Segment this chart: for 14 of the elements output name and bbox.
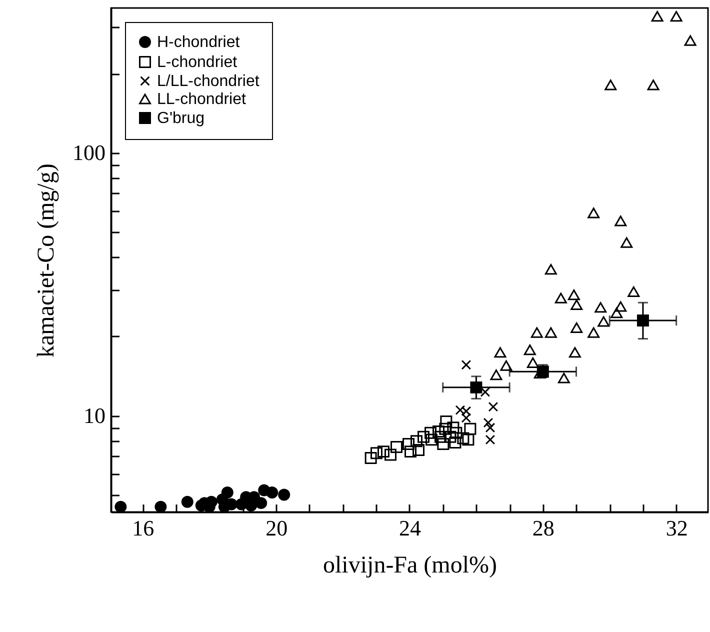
x-tick-label: 24 — [399, 516, 421, 540]
legend-label: L-chondriet — [157, 54, 238, 71]
y-axis-title: kamaciet-Co (mg/g) — [34, 164, 60, 358]
x-tick-label: 20 — [266, 516, 288, 540]
x-tick-label: 16 — [132, 516, 154, 540]
x-tick-label: 32 — [666, 516, 688, 540]
y-tick-label: 100 — [72, 140, 106, 166]
legend-label: L/LL-chondriet — [157, 73, 260, 90]
y-tick-label: 10 — [84, 403, 106, 428]
legend-label: H-chondriet — [157, 34, 240, 51]
legend-label: G'brug — [157, 110, 205, 127]
legend-label: LL-chondriet — [157, 91, 246, 108]
x-axis-title: olivijn-Fa (mol%) — [323, 552, 497, 578]
x-tick-label: 28 — [532, 516, 554, 540]
